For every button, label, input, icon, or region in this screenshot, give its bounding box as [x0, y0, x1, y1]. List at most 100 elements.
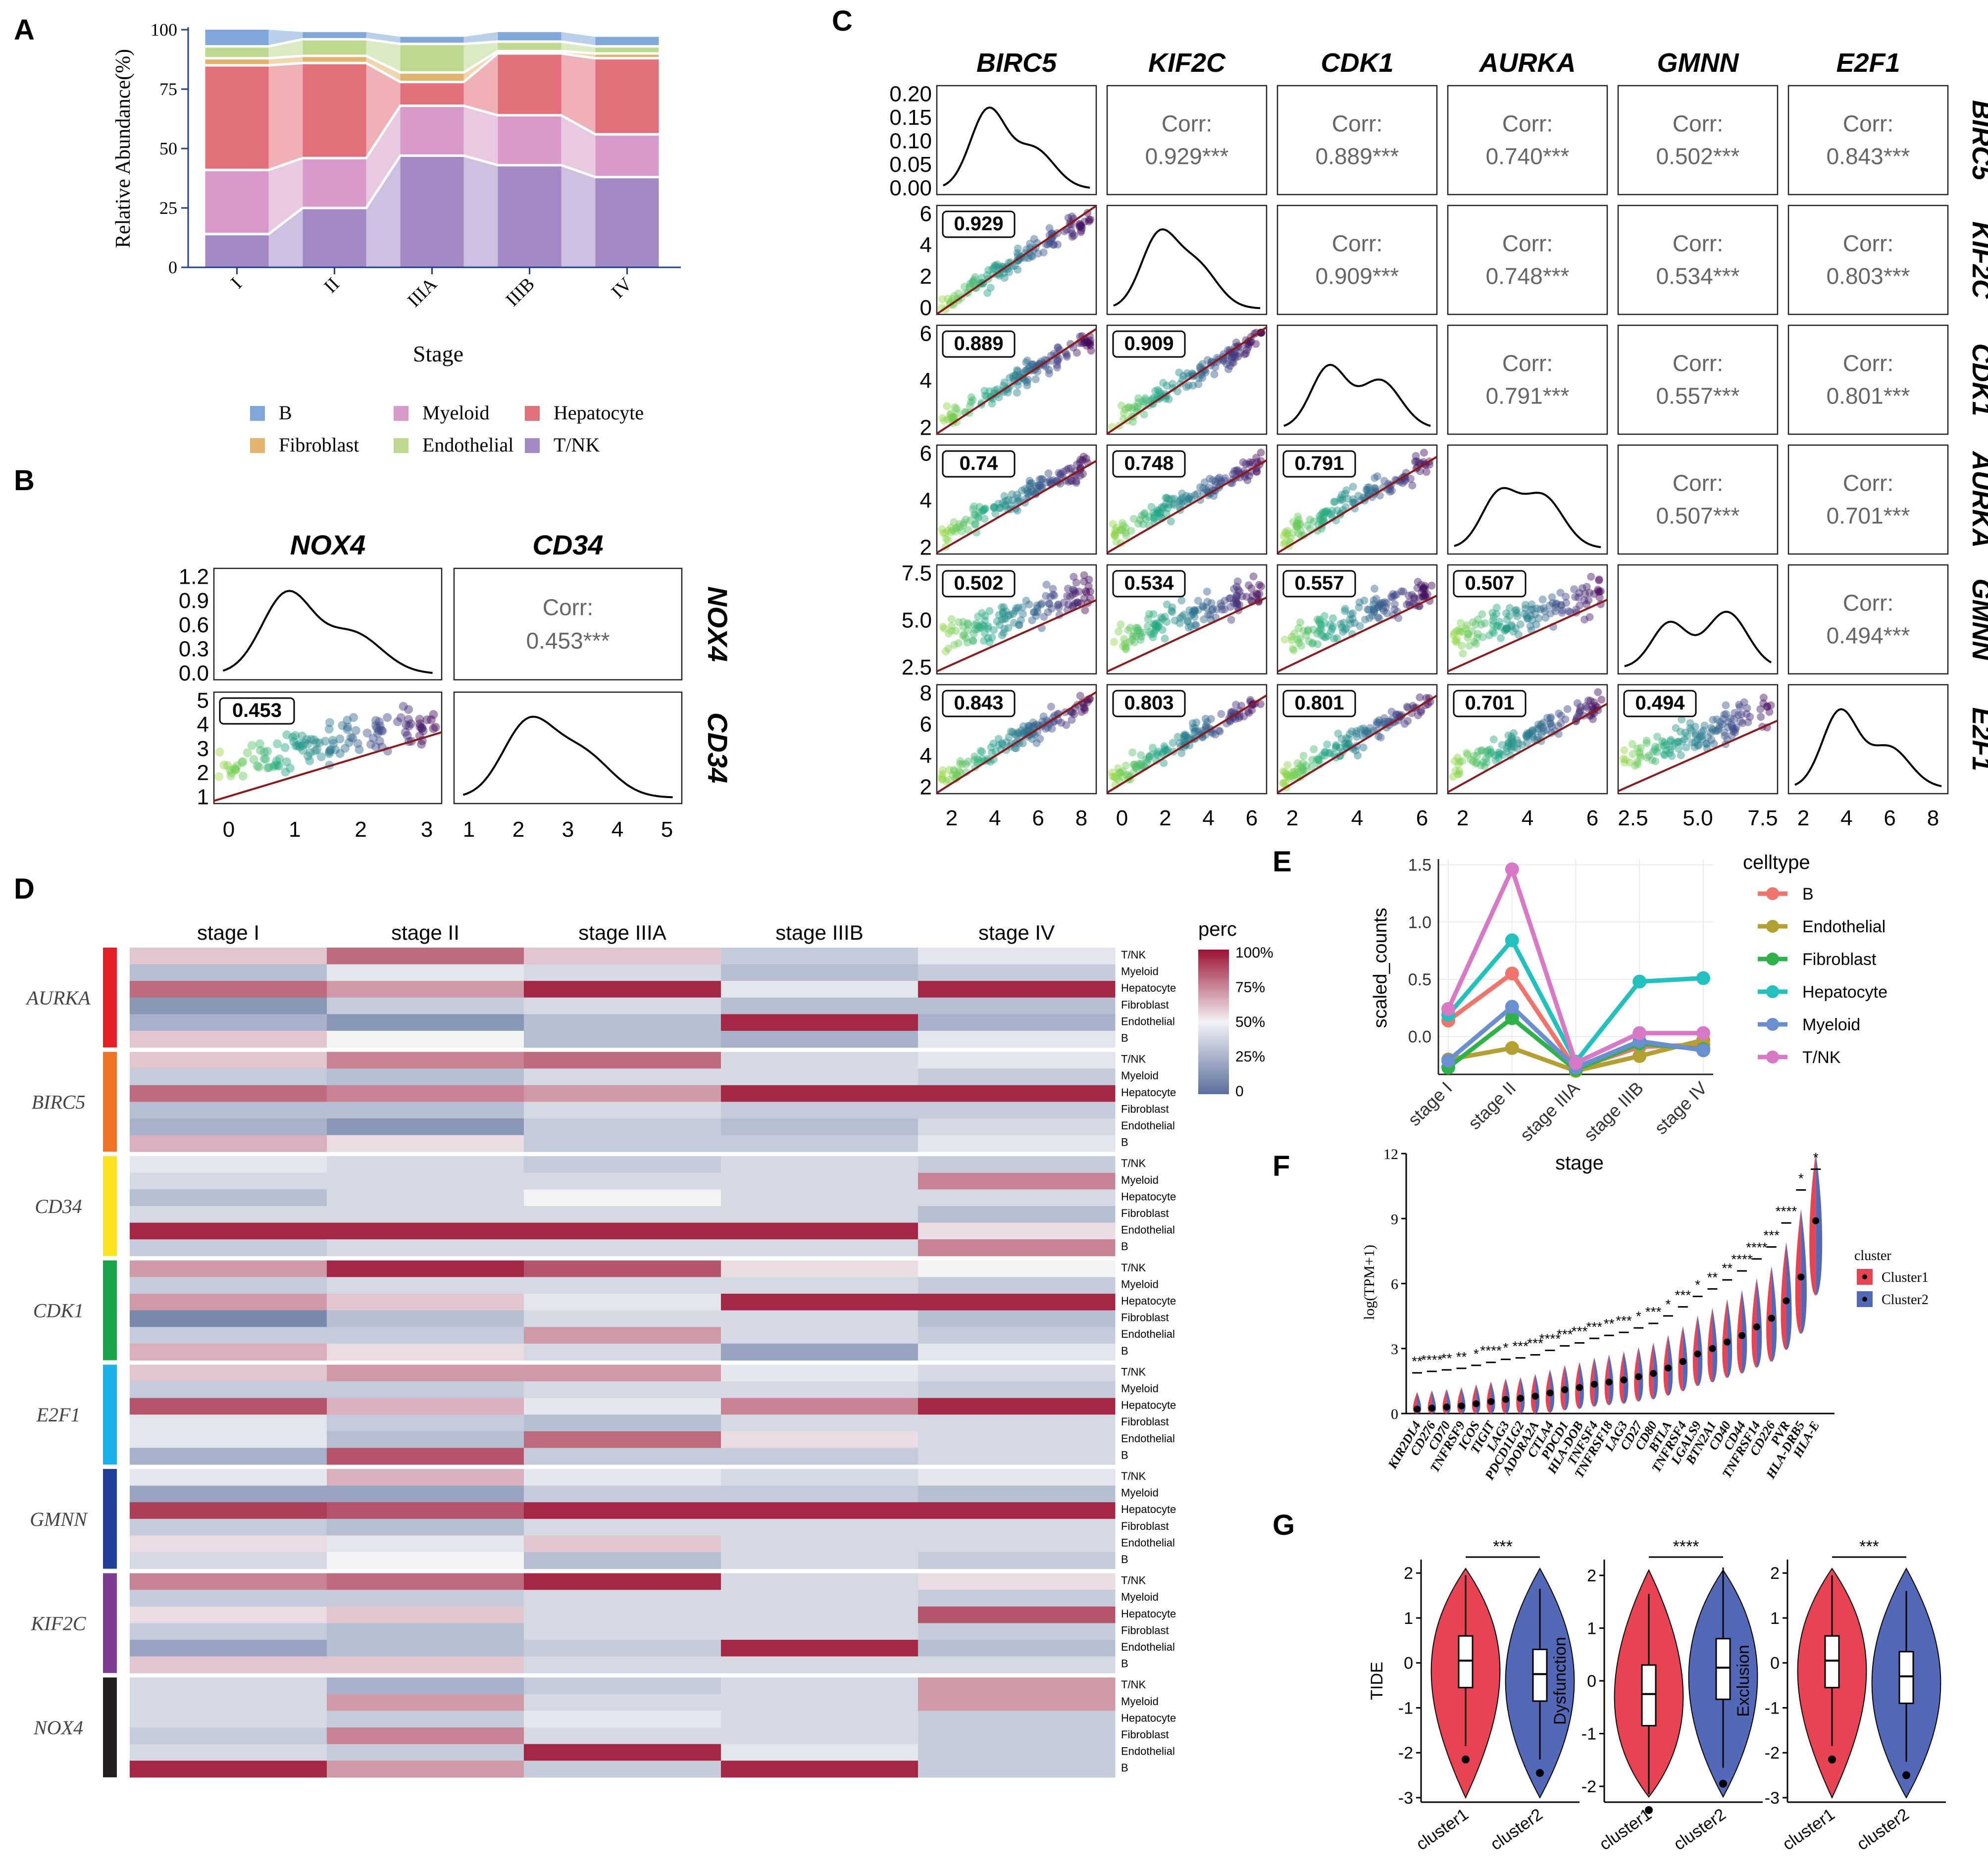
- scatter-point: [1133, 403, 1141, 411]
- scatter-point: [1572, 606, 1580, 614]
- trend-line: [937, 205, 1096, 314]
- scatter-point: [1083, 342, 1091, 350]
- scatter-point: [1019, 722, 1027, 730]
- scatter-point: [959, 618, 968, 626]
- scatter-point: [1124, 404, 1132, 412]
- scatter-point: [255, 746, 265, 755]
- scatter-point: [1001, 502, 1010, 510]
- scatter-point: [1149, 610, 1158, 618]
- corr-label: Corr:: [1843, 230, 1893, 256]
- scatter-point: [1731, 708, 1739, 717]
- legend-label: Fibroblast: [1802, 950, 1877, 969]
- heatmap-cell: [721, 1085, 918, 1102]
- scatter-point: [1145, 753, 1154, 761]
- scatter-point: [274, 761, 284, 771]
- scatter-point: [1085, 215, 1093, 224]
- scatter-point: [1363, 486, 1372, 494]
- scatter-point: [1244, 581, 1253, 590]
- scatter-point: [1350, 619, 1359, 627]
- scatter-point: [1140, 410, 1148, 419]
- matrix-cell-frame: [1787, 324, 1949, 435]
- scatter-point: [1375, 716, 1383, 724]
- heatmap-cell: [918, 1414, 1116, 1432]
- scatter-point: [1309, 639, 1317, 647]
- scatter-point: [1140, 510, 1148, 518]
- scatter-point: [1070, 231, 1078, 240]
- scatter-point: [1199, 484, 1208, 492]
- scatter-point: [1487, 748, 1495, 757]
- corr-value: 0.803***: [1827, 263, 1910, 289]
- legend-label: B: [279, 402, 292, 424]
- significance-label: *: [1813, 1150, 1819, 1165]
- column-gene-label: E2F1: [1836, 48, 1900, 78]
- scatter-point: [1049, 591, 1057, 599]
- heatmap-cell: [524, 1310, 721, 1327]
- violin-half-cluster2: [1786, 1242, 1792, 1350]
- scatter-point: [1320, 510, 1328, 518]
- scatter-point: [1151, 387, 1160, 395]
- scatter-point: [1171, 616, 1179, 625]
- celltype-row-label: B: [1121, 1240, 1128, 1253]
- scatter-point: [1338, 623, 1346, 631]
- scatter-point: [1080, 577, 1088, 586]
- scatter-point: [1255, 581, 1264, 589]
- series-point-Myeloid: [1505, 1000, 1519, 1014]
- scatter-point: [1372, 595, 1380, 603]
- heatmap-cell: [130, 1172, 327, 1190]
- scatter-point: [1453, 627, 1461, 635]
- scatter-point: [1024, 722, 1032, 730]
- scatter-point: [1053, 360, 1061, 369]
- scatter-point: [1551, 607, 1560, 615]
- scatter-point: [1183, 369, 1191, 377]
- scatter-point: [1391, 475, 1400, 484]
- heatmap-cell: [918, 1343, 1116, 1361]
- scatter-point: [273, 739, 282, 749]
- heatmap-cell: [918, 1381, 1116, 1399]
- celltype-row-label: Hepatocyte: [1121, 1608, 1176, 1620]
- scatter-point: [1417, 706, 1426, 714]
- scatter-point: [1474, 630, 1482, 638]
- scatter-point: [1528, 730, 1536, 738]
- scatter-point: [1027, 360, 1036, 368]
- matrix-cell-frame: [1276, 85, 1438, 196]
- bar-segment-Myeloid: [595, 134, 659, 177]
- scatter-point: [1133, 624, 1142, 632]
- corr-label: Corr:: [1673, 470, 1723, 496]
- scatter-point: [947, 528, 955, 537]
- matrix-cell-frame: [1276, 324, 1438, 435]
- scatter-point: [349, 713, 358, 722]
- corr-label: Corr:: [1673, 350, 1723, 376]
- scatter-point: [1686, 724, 1694, 732]
- heatmap-cell: [524, 1414, 721, 1432]
- scatter-point: [1134, 759, 1143, 768]
- median-dot: [1664, 1364, 1672, 1372]
- scatter-point: [971, 273, 979, 281]
- scatter-point: [1202, 723, 1210, 732]
- scatter-point: [1510, 729, 1518, 738]
- scatter-point: [1702, 739, 1710, 748]
- scatter-point: [1715, 722, 1724, 730]
- scatter-point: [1546, 719, 1555, 728]
- scatter-point: [1304, 626, 1313, 634]
- scatter-point: [1507, 745, 1516, 754]
- x-tick-label: 6: [1416, 806, 1428, 830]
- scatter-point: [1042, 592, 1050, 600]
- scatter-point: [1030, 721, 1039, 730]
- scatter-point: [1062, 466, 1070, 474]
- scatter-point: [1332, 741, 1340, 749]
- scatter-point: [1361, 730, 1370, 738]
- scatter-point: [1588, 715, 1597, 723]
- scatter-point: [1233, 600, 1242, 608]
- scatter-point: [1348, 727, 1356, 736]
- density-curve: [942, 106, 1090, 189]
- bar-segment-B: [303, 32, 366, 40]
- scatter-point: [1464, 633, 1472, 642]
- scatter-point: [972, 619, 981, 628]
- scatter-point: [1512, 624, 1520, 633]
- scatter-point: [1142, 756, 1150, 764]
- scatter-point: [1014, 367, 1022, 375]
- scatter-point: [1049, 476, 1057, 484]
- scatter-point: [1650, 746, 1659, 754]
- scatter-point: [1000, 492, 1009, 501]
- scatter-point: [1452, 638, 1461, 646]
